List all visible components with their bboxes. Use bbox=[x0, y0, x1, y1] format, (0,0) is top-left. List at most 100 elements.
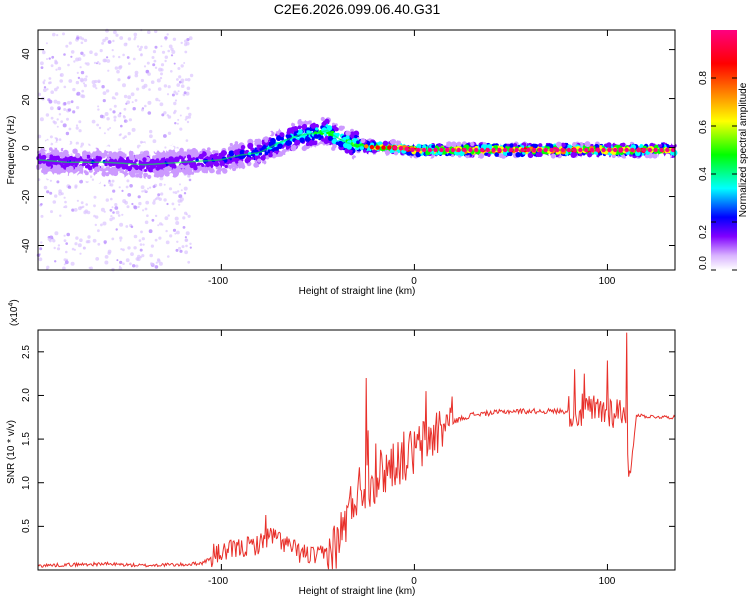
spectrogram-cell bbox=[292, 144, 297, 149]
spectrogram-speckle bbox=[172, 191, 175, 194]
spectrogram-speckle bbox=[114, 92, 119, 96]
spectrogram-speckle bbox=[163, 84, 168, 88]
spectrogram-speckle bbox=[76, 71, 79, 74]
spectrogram-speckle bbox=[114, 206, 119, 210]
spectrogram-speckle bbox=[123, 107, 127, 111]
spectrogram-cell bbox=[264, 151, 269, 156]
spectrogram-cell bbox=[282, 123, 289, 129]
spectrogram-cell bbox=[346, 144, 353, 150]
spectrogram-cell bbox=[324, 149, 329, 154]
spectrogram-cell bbox=[564, 155, 570, 161]
spectrogram-speckle bbox=[145, 200, 150, 205]
spectrogram-cell bbox=[652, 153, 658, 159]
spectrogram-speckle bbox=[116, 259, 119, 262]
spectrogram-speckle bbox=[63, 108, 67, 111]
spectrogram-cell bbox=[264, 138, 269, 143]
spectrogram-speckle bbox=[157, 87, 162, 91]
spectrogram-peak bbox=[670, 147, 676, 153]
spectrogram-cell bbox=[306, 127, 310, 131]
spectrogram-cell bbox=[309, 139, 315, 145]
spectrogram-speckle bbox=[85, 203, 88, 206]
spectrogram-cell bbox=[136, 178, 140, 182]
spectrogram-cell bbox=[192, 157, 196, 161]
spectrogram-speckle bbox=[48, 99, 53, 104]
spectrogram-speckle bbox=[63, 239, 67, 243]
spectrogram-speckle bbox=[112, 189, 116, 193]
spectrogram-speckle bbox=[144, 45, 148, 50]
spectrogram-cell bbox=[57, 147, 61, 151]
spectrogram-peak bbox=[514, 147, 519, 153]
spectrogram-cell bbox=[187, 158, 191, 162]
spectrogram-speckle bbox=[95, 215, 99, 219]
spectrogram-speckle bbox=[160, 72, 163, 76]
spectrogram-speckle bbox=[62, 32, 65, 36]
spectrogram-cell bbox=[232, 167, 237, 172]
spectrogram-speckle bbox=[112, 211, 115, 214]
spectrogram-cell bbox=[506, 143, 510, 147]
snr-ytick-label: 1.0 bbox=[21, 476, 32, 490]
spectrogram-cell bbox=[254, 174, 259, 179]
spectrogram-speckle bbox=[173, 101, 177, 106]
spectrogram-cell bbox=[323, 138, 329, 144]
spectrogram-cell bbox=[88, 147, 93, 152]
spectrogram-speckle bbox=[105, 28, 109, 33]
spectrogram-cell bbox=[446, 141, 452, 148]
spectrogram-speckle bbox=[70, 261, 75, 266]
spectrogram-peak bbox=[468, 147, 473, 153]
spectrogram-speckle bbox=[178, 203, 181, 206]
spectrogram-speckle bbox=[184, 211, 188, 215]
spectrogram-cell bbox=[72, 136, 78, 142]
spectrogram-speckle bbox=[163, 198, 167, 202]
spectrogram-cell bbox=[190, 161, 197, 167]
spectrogram-cell bbox=[315, 127, 319, 131]
spectrogram-speckle bbox=[152, 185, 156, 189]
spectrogram-cell bbox=[169, 142, 173, 146]
spectrogram-speckle bbox=[54, 61, 59, 65]
spectrogram-speckle bbox=[116, 69, 120, 74]
spectrogram-speckle bbox=[144, 104, 147, 108]
spectrogram-cell bbox=[100, 178, 104, 183]
spectrogram-speckle bbox=[114, 203, 118, 207]
spectrogram-cell bbox=[647, 139, 652, 144]
spectrogram-speckle bbox=[63, 206, 66, 209]
spectrogram-speckle bbox=[128, 62, 131, 65]
spectrogram-speckle bbox=[82, 82, 86, 85]
spectrogram-cell bbox=[144, 150, 150, 156]
spectrogram-speckle bbox=[180, 64, 184, 68]
spectrogram-speckle bbox=[99, 114, 104, 119]
spectrogram-peak bbox=[445, 147, 450, 153]
spectrogram-cell bbox=[251, 156, 255, 160]
spectrogram-cell bbox=[244, 157, 251, 164]
spectrogram-speckle bbox=[89, 50, 93, 54]
spectrogram-speckle bbox=[120, 248, 123, 251]
colorbar-tick-label: 0.8 bbox=[698, 71, 709, 85]
spectrogram-speckle bbox=[111, 206, 114, 209]
spectrogram-speckle bbox=[157, 224, 160, 227]
spectrogram-speckle bbox=[167, 131, 172, 135]
spectrogram-cell bbox=[494, 152, 499, 156]
spectrogram-cell bbox=[78, 165, 84, 171]
spectrogram-speckle bbox=[63, 53, 66, 56]
spectrogram-speckle bbox=[147, 111, 152, 115]
spectrogram-speckle bbox=[80, 70, 85, 75]
spectrogram-peak bbox=[421, 147, 427, 153]
spectrogram-cell bbox=[68, 172, 74, 178]
spectrogram-cell bbox=[153, 147, 157, 152]
spectrogram-cell bbox=[533, 143, 538, 149]
spectrogram-speckle bbox=[167, 85, 171, 89]
colorbar-label: Normalized spectral amplitude bbox=[738, 82, 749, 217]
colorbar-tick-label: 0.2 bbox=[698, 225, 709, 239]
spectrogram-cell bbox=[45, 154, 50, 159]
spectrogram-speckle bbox=[171, 93, 175, 97]
spectrogram-cell bbox=[248, 139, 253, 144]
spectrogram-speckle bbox=[113, 104, 117, 108]
spectrogram-speckle bbox=[107, 128, 110, 131]
spectrogram-speckle bbox=[102, 221, 107, 226]
spectrogram-speckle bbox=[122, 199, 127, 204]
spectrogram-speckle bbox=[163, 134, 167, 138]
spectrogram-speckle bbox=[171, 202, 175, 206]
spectrogram-speckle bbox=[76, 106, 80, 110]
spectrogram-speckle bbox=[142, 243, 145, 246]
spectrogram-speckle bbox=[126, 100, 130, 105]
spectrogram-cell bbox=[203, 173, 208, 179]
